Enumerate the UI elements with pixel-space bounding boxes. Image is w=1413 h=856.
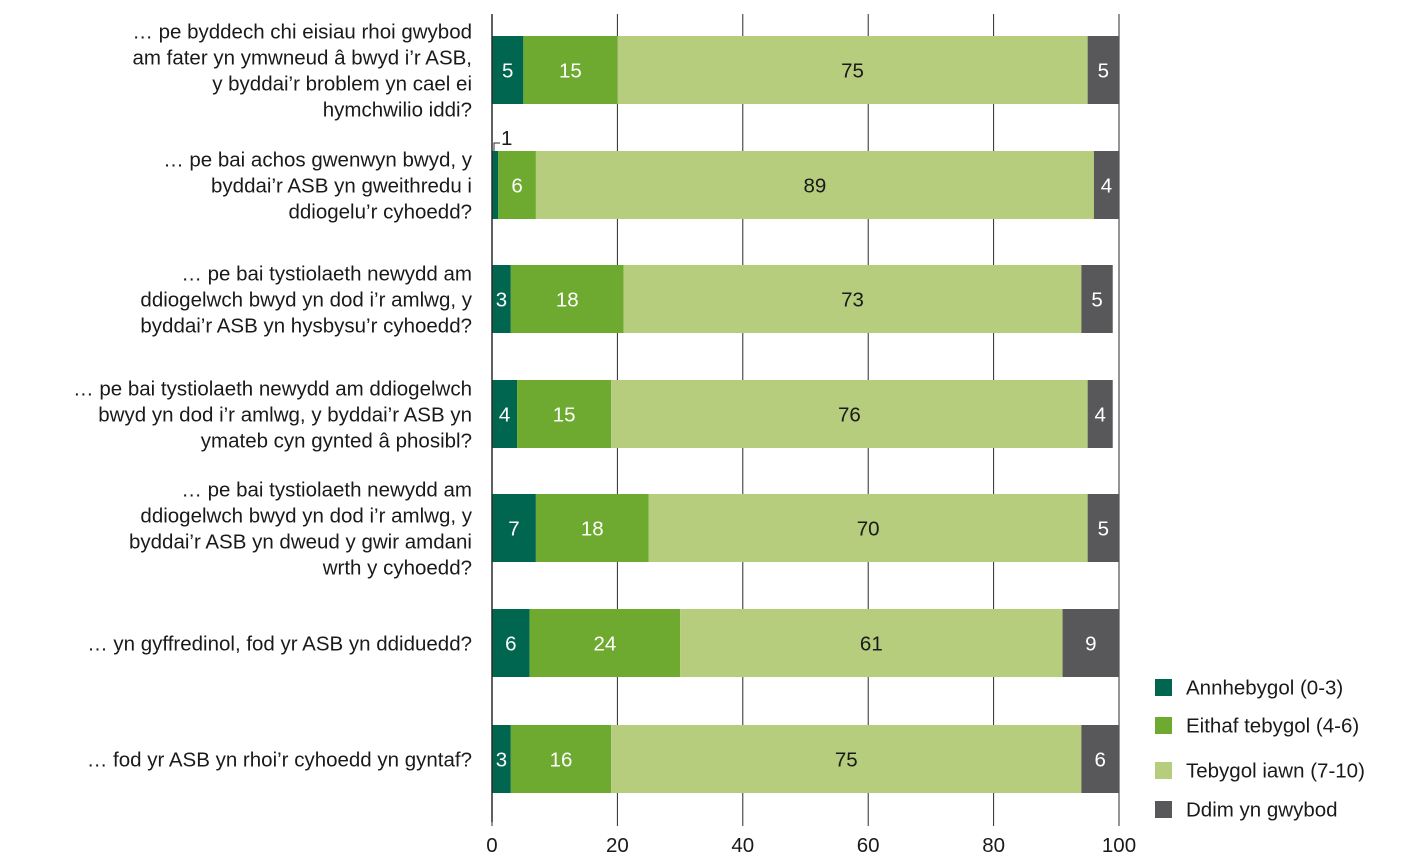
bar-segment (517, 380, 612, 448)
category-label: … pe bai tystiolaeth newydd am (181, 479, 472, 502)
category-label: bwyd yn dod i’r amlwg, y byddai’r ASB yn (98, 404, 472, 427)
category-labels: … pe byddech chi eisiau rhoi gwybod am fa… (73, 21, 473, 772)
bar-segment (1081, 725, 1119, 793)
data-label: 73 (841, 289, 864, 312)
data-label: 4 (1094, 404, 1105, 427)
data-label: 16 (550, 749, 573, 772)
category-label: y byddai’r broblem yn cael ei (212, 73, 472, 96)
bars: 5 15 75 516 89 43 18 73 54 15 76 47 18 70 56 24 61 93 16 75… (492, 36, 1119, 793)
data-label: 4 (1101, 175, 1112, 198)
bar-segment (492, 151, 499, 219)
category-label: ddiogelwch bwyd yn dod i’r amlwg, y (140, 289, 472, 312)
bar-segment (529, 609, 681, 677)
category-label: … fod yr ASB yn rhoi’r cyhoedd yn gyntaf… (87, 749, 472, 772)
category-label: byddai’r ASB yn hysbysu’r cyhoedd? (140, 315, 472, 338)
bar-segment (1087, 494, 1119, 562)
bar-segment (617, 36, 1088, 104)
bar-segment (535, 494, 649, 562)
data-label: 5 (1098, 60, 1109, 83)
category-label: … pe bai achos gwenwyn bwyd, y (163, 149, 473, 172)
bar-segment (510, 265, 624, 333)
x-tick-label: 40 (731, 834, 754, 856)
bar-segment (623, 265, 1082, 333)
data-label: 6 (511, 175, 522, 198)
axes (491, 14, 1120, 826)
legend-label: Tebygol iawn (7-10) (1186, 760, 1365, 783)
category-label: … yn gyffredinol, fod yr ASB yn ddiduedd… (87, 633, 472, 656)
data-label-leader (493, 142, 500, 151)
data-label: 15 (559, 60, 582, 83)
x-tick-label: 60 (857, 834, 880, 856)
bar-segment (648, 494, 1088, 562)
category-label: ddiogelwch bwyd yn dod i’r amlwg, y (140, 505, 472, 528)
bar-segment (535, 151, 1094, 219)
bar-segment (492, 265, 511, 333)
category-label: am fater yn ymwneud â bwyd i’r ASB, (132, 47, 472, 70)
data-label: 6 (1094, 749, 1105, 772)
data-label: 75 (841, 60, 864, 83)
data-label: 6 (505, 633, 516, 656)
data-label: 61 (860, 633, 883, 656)
data-label: 18 (556, 289, 579, 312)
data-label: 4 (499, 404, 510, 427)
x-tick-label: 0 (486, 834, 497, 856)
bar-segment (1087, 36, 1119, 104)
bar-segment (492, 609, 530, 677)
legend-label: Annhebygol (0-3) (1186, 677, 1343, 700)
category-label: … pe bai tystiolaeth newydd am ddiogelwc… (73, 378, 472, 401)
bar-segment (510, 725, 612, 793)
category-label: … pe byddech chi eisiau rhoi gwybod (132, 21, 472, 44)
category-label: wrth y cyhoedd? (322, 557, 472, 580)
data-label: 7 (508, 518, 519, 541)
x-tick-label: 100 (1102, 834, 1136, 856)
bar-segment (492, 36, 524, 104)
x-tick-labels: 0 20 40 60 80 100 (486, 834, 1136, 856)
bar-segment (492, 380, 518, 448)
bar-segment (498, 151, 536, 219)
data-label: 1 (501, 127, 512, 150)
legend-label: Eithaf tebygol (4-6) (1186, 715, 1359, 738)
data-label: 3 (496, 749, 507, 772)
bar-segment (523, 36, 618, 104)
data-label: 75 (835, 749, 858, 772)
legend-swatch (1155, 801, 1172, 818)
data-label: 3 (496, 289, 507, 312)
bar-segment (1062, 609, 1119, 677)
bar-segment (1081, 265, 1113, 333)
data-label: 5 (502, 60, 513, 83)
bar-segment (611, 380, 1088, 448)
bar-segment (1093, 151, 1119, 219)
legend-swatch (1155, 717, 1172, 734)
category-label: byddai’r ASB yn dweud y gwir amdani (129, 531, 472, 554)
bar-segment (680, 609, 1063, 677)
data-label: 70 (857, 518, 880, 541)
data-label: 5 (1098, 518, 1109, 541)
bar-segment (1087, 380, 1113, 448)
data-label: 89 (803, 175, 826, 198)
category-label: ddiogelu’r cyhoedd? (289, 201, 473, 224)
bar-segment (611, 725, 1082, 793)
legend-label: Ddim yn gwybod (1186, 799, 1338, 822)
legend: Annhebygol (0-3) Eithaf tebygol (4-6) Teby… (1155, 677, 1365, 822)
legend-swatch (1155, 762, 1172, 779)
data-label: 24 (593, 633, 616, 656)
category-label: … pe bai tystiolaeth newydd am (181, 263, 472, 286)
data-label: 15 (553, 404, 576, 427)
bar-segment (492, 494, 536, 562)
category-label: hymchwilio iddi? (323, 99, 472, 122)
data-label: 76 (838, 404, 861, 427)
category-label: ymateb cyn gynted â phosibl? (201, 430, 472, 453)
bar-segment (492, 725, 511, 793)
data-label: 5 (1091, 289, 1102, 312)
legend-swatch (1155, 679, 1172, 696)
x-tick-label: 20 (606, 834, 629, 856)
x-tick-label: 80 (982, 834, 1005, 856)
data-label: 9 (1085, 633, 1096, 656)
category-label: byddai’r ASB yn gweithredu i (211, 175, 472, 198)
data-label: 18 (581, 518, 604, 541)
